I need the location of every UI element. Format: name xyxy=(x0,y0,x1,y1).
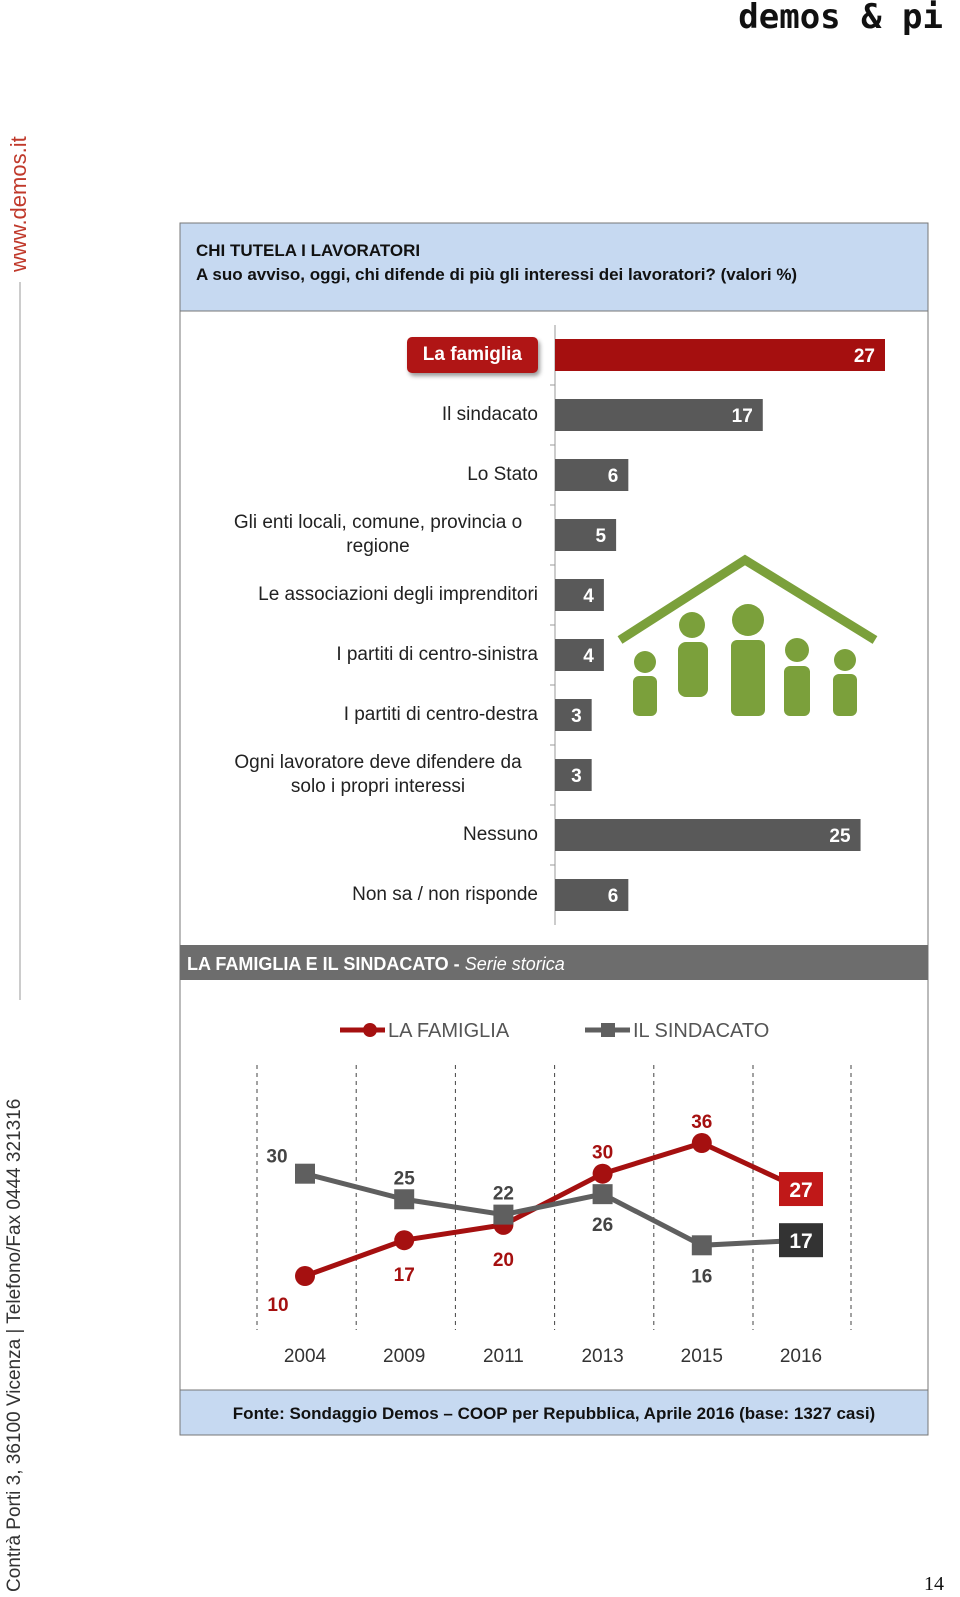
series-line xyxy=(304,1171,802,1248)
data-label: 10 xyxy=(267,1295,288,1316)
point xyxy=(592,1163,613,1184)
data-label: 20 xyxy=(493,1250,514,1271)
bar xyxy=(555,339,885,371)
data-label: 30 xyxy=(266,1147,287,1168)
bar-value: 4 xyxy=(583,646,594,667)
x-tick-label: 2009 xyxy=(383,1346,425,1367)
footer-source: Fonte: Sondaggio Demos – COOP per Repubb… xyxy=(233,1404,875,1423)
bar-value: 5 xyxy=(596,526,607,547)
data-label: 26 xyxy=(592,1215,613,1236)
category-label: I partiti di centro-sinistra xyxy=(336,644,538,665)
category-label: Le associazioni degli imprenditori xyxy=(258,584,538,605)
bar-value: 6 xyxy=(608,886,619,907)
x-tick-label: 2011 xyxy=(483,1346,524,1367)
legend-label: LA FAMIGLIA xyxy=(388,1020,510,1042)
bar-label-row: Ogni lavoratore deve difendere da solo i… xyxy=(190,747,538,803)
data-label: 36 xyxy=(691,1112,712,1133)
series-line xyxy=(304,1140,803,1279)
legend-label: IL SINDACATO xyxy=(633,1020,769,1042)
point xyxy=(592,1184,613,1205)
bar xyxy=(555,579,604,611)
bar xyxy=(555,819,861,851)
section-subtitle: Serie storica xyxy=(465,954,565,974)
category-label: Non sa / non risponde xyxy=(352,884,538,905)
bar-label-row: Non sa / non risponde xyxy=(190,867,538,923)
end-box xyxy=(779,1172,823,1207)
data-label: 16 xyxy=(691,1266,712,1287)
bar-label-row: Le associazioni degli imprenditori xyxy=(190,567,538,623)
x-tick-label: 2016 xyxy=(780,1346,822,1367)
x-tick-label: 2015 xyxy=(681,1346,723,1367)
bar-label-row: I partiti di centro-sinistra xyxy=(190,627,538,683)
website: www.demos.it xyxy=(6,136,31,273)
address: Contrà Porti 3, 36100 Vicenza | Telefono… xyxy=(4,1099,25,1592)
bar-value: 3 xyxy=(571,766,582,787)
family-figures xyxy=(633,604,857,716)
data-label: 30 xyxy=(592,1143,613,1164)
bar-value: 27 xyxy=(854,346,875,367)
end-box xyxy=(779,1223,823,1258)
category-label: Gli enti locali, comune, provincia o reg… xyxy=(233,512,523,557)
section-title-main: LA FAMIGLIA E IL SINDACATO - xyxy=(187,954,460,974)
legend-marker xyxy=(363,1023,377,1037)
bar-label-row: Nessuno xyxy=(190,807,538,863)
data-label: 17 xyxy=(394,1265,415,1286)
bar-value: 25 xyxy=(829,826,851,847)
x-tick-label: 2013 xyxy=(581,1346,623,1367)
point xyxy=(493,1204,514,1225)
bar-value: 4 xyxy=(583,586,594,607)
bar-label-row: Il sindacato xyxy=(190,387,538,443)
category-label: Nessuno xyxy=(463,824,538,845)
bar-value: 3 xyxy=(571,706,582,727)
bar xyxy=(555,639,604,671)
x-tick-label: 2004 xyxy=(284,1346,327,1367)
footer-box xyxy=(179,1389,929,1436)
category-label: La famiglia xyxy=(406,337,538,373)
bar xyxy=(555,879,629,911)
bar xyxy=(555,519,617,551)
category-label: Ogni lavoratore deve difendere da solo i… xyxy=(234,752,522,797)
bar xyxy=(555,399,763,431)
data-label: 25 xyxy=(394,1168,416,1189)
point xyxy=(394,1189,415,1210)
category-label: I partiti di centro-destra xyxy=(343,704,538,725)
data-label: 17 xyxy=(789,1230,812,1253)
point xyxy=(394,1230,415,1251)
bar-label-row: Gli enti locali, comune, provincia o reg… xyxy=(190,507,538,563)
family-icon xyxy=(617,554,878,644)
category-label: Lo Stato xyxy=(467,464,538,485)
logo: demos & pi xyxy=(738,0,943,37)
bar-label-row: La famiglia xyxy=(190,327,538,383)
header-question: A suo avviso, oggi, chi difende di più g… xyxy=(196,265,797,284)
bar-value: 17 xyxy=(732,406,753,427)
bar-value: 6 xyxy=(608,466,619,487)
section-title: LA FAMIGLIA E IL SINDACATO - Serie stori… xyxy=(187,954,565,974)
bar xyxy=(555,459,629,491)
bar xyxy=(555,759,592,791)
page-number: 14 xyxy=(924,1573,944,1595)
data-label: 22 xyxy=(493,1184,514,1205)
legend-marker xyxy=(601,1023,615,1037)
bar-label-row: Lo Stato xyxy=(190,447,538,503)
category-label: Il sindacato xyxy=(441,404,538,425)
point xyxy=(295,1163,315,1184)
bar-label-row: I partiti di centro-destra xyxy=(190,687,538,743)
section-bar xyxy=(180,945,928,980)
point xyxy=(295,1266,315,1286)
header-box xyxy=(179,222,929,312)
point xyxy=(691,1133,712,1153)
bar xyxy=(555,699,592,731)
header-title: CHI TUTELA I LAVORATORI xyxy=(196,241,420,260)
data-label: 27 xyxy=(789,1179,812,1202)
point xyxy=(691,1235,712,1256)
